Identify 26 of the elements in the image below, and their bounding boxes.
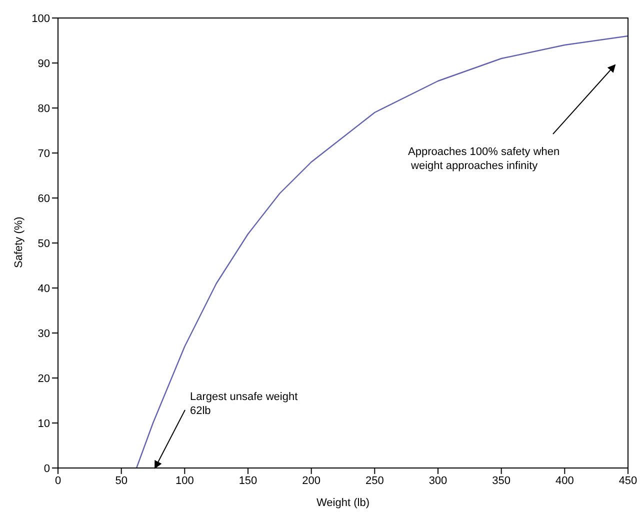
x-tick-label: 250 (365, 474, 384, 487)
y-tick-label: 80 (38, 102, 50, 115)
x-tick-label: 200 (302, 474, 321, 487)
y-tick-label: 100 (32, 12, 50, 25)
x-axis-title: Weight (lb) (316, 497, 370, 509)
y-axis-title: Safety (%) (12, 216, 25, 268)
x-tick-label: 100 (175, 474, 194, 487)
x-tick-label: 150 (238, 474, 258, 487)
line-series (136, 35, 628, 468)
annotation: Largest unsafe weight 62lb (190, 391, 298, 417)
y-tick-label: 70 (38, 148, 50, 160)
y-tick-label: 0 (44, 462, 50, 475)
x-tick-label: 350 (492, 474, 511, 487)
y-tick-label: 40 (38, 282, 50, 295)
x-tick-label: 300 (428, 474, 448, 487)
x-tick-label: 0 (54, 474, 62, 487)
y-tick-label: 30 (38, 328, 50, 340)
y-tick-label: 20 (38, 372, 50, 385)
y-tick-label: 90 (38, 58, 50, 70)
x-tick-label: 50 (115, 474, 128, 487)
y-tick-label: 10 (38, 418, 50, 430)
x-tick-label: 450 (618, 474, 638, 487)
annotation: Approaches 100% safety when weight approaches infinity (408, 146, 560, 172)
y-tick-label: 60 (38, 192, 50, 205)
x-tick-label: 400 (555, 474, 574, 487)
y-tick-label: 50 (38, 238, 50, 250)
